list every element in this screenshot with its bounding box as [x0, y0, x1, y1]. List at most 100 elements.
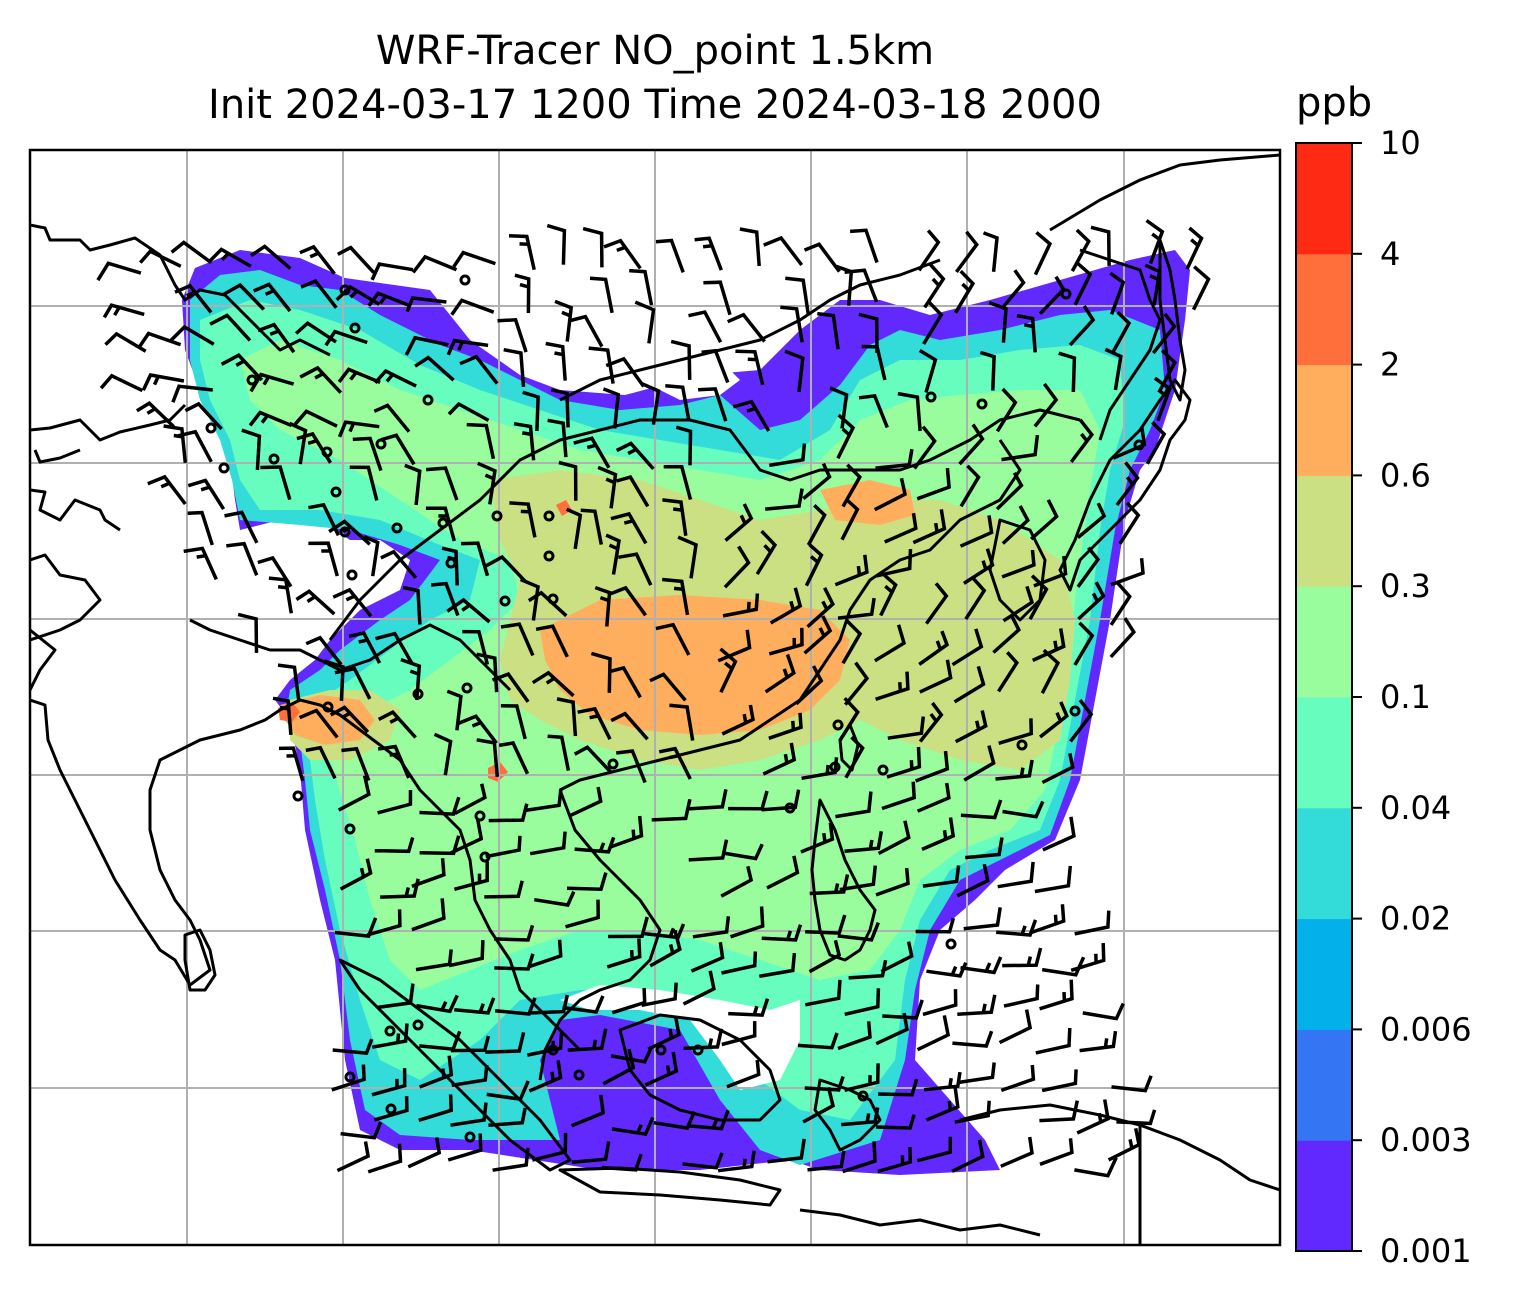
wind-barb: [323, 659, 345, 701]
wind-barb: [1191, 265, 1211, 311]
wind-barb: [498, 741, 530, 775]
wind-barb: [897, 391, 922, 432]
calm-wind-circle: [945, 938, 957, 950]
wind-barb: [135, 401, 176, 429]
wind-barb: [841, 1107, 880, 1127]
wind-barb: [687, 1109, 730, 1131]
calm-wind-circle: [339, 526, 351, 538]
wind-barb: [252, 282, 292, 313]
wind-barb: [721, 843, 764, 861]
wind-barb: [997, 651, 1019, 693]
wind-barb: [963, 745, 996, 782]
wind-barb: [769, 587, 803, 625]
wind-barb: [414, 355, 455, 382]
wind-barb: [806, 587, 835, 629]
wind-barb: [922, 299, 944, 345]
wind-barb: [917, 229, 941, 272]
wind-barb: [547, 734, 571, 771]
colorbar-tick-label: 0.3: [1380, 567, 1431, 605]
calm-wind-circle: [857, 1090, 869, 1102]
wind-barb: [288, 421, 308, 465]
coastline-bangladesh-myanmar: [299, 698, 582, 1052]
coastline-borneo: [618, 1013, 782, 1122]
wind-barb: [964, 577, 987, 621]
calm-wind-circle: [437, 517, 449, 529]
wind-barb: [272, 696, 293, 736]
wind-barb: [177, 429, 213, 463]
wind-barb: [449, 818, 484, 855]
wind-barb: [887, 716, 926, 740]
wind-barb: [608, 916, 649, 939]
colorbar-tick-label: 0.6: [1380, 456, 1431, 494]
wind-barb: [531, 670, 575, 698]
wind-barb: [337, 775, 371, 812]
wind-barb: [924, 582, 949, 625]
wind-barb: [919, 659, 953, 694]
coastlines-and-borders: [30, 153, 1280, 1245]
calm-wind-circle: [474, 810, 486, 822]
wind-barb: [486, 1080, 530, 1102]
wind-barb: [802, 462, 832, 500]
wind-barb: [411, 898, 446, 932]
wind-barb: [569, 786, 603, 818]
wind-barb: [260, 465, 292, 501]
wind-barb: [873, 624, 907, 663]
wind-barb: [649, 672, 687, 702]
plot-title-line1: WRF-Tracer NO_point 1.5km: [375, 28, 935, 74]
wind-barb: [1029, 499, 1059, 541]
wind-barb: [878, 1078, 919, 1097]
wind-barb: [452, 250, 496, 268]
colorbar-tick-label: 0.003: [1380, 1121, 1472, 1159]
wind-barb: [500, 704, 527, 740]
wind-barb: [419, 796, 461, 816]
wind-barb: [1033, 231, 1053, 276]
wind-barb: [804, 543, 824, 587]
wind-barb: [844, 1063, 880, 1093]
wind-barb: [618, 552, 653, 586]
wind-barb: [608, 815, 644, 850]
wind-barb: [834, 554, 869, 587]
wind-barb: [169, 324, 215, 346]
wind-barb: [590, 651, 612, 693]
wind-barb: [141, 373, 185, 391]
wind-barb: [571, 1141, 611, 1165]
border-central-asia: [30, 403, 187, 642]
wind-barb: [305, 745, 337, 780]
wind-barb: [1090, 225, 1111, 266]
wind-barb: [454, 997, 496, 1015]
wind-barb: [608, 665, 642, 699]
wind-barb: [224, 510, 259, 544]
wind-barb: [875, 671, 910, 701]
wind-barb: [879, 573, 898, 617]
wind-barb: [688, 839, 729, 862]
wind-barb: [546, 223, 567, 265]
wind-barb: [842, 1141, 877, 1174]
calm-wind-circle: [344, 823, 356, 835]
wind-barb: [988, 301, 1008, 343]
wind-barb: [574, 836, 616, 854]
colorbar: 0.001 0.003 0.006 0.02 0.04 0.1 0.3 0.6 2 4 10: [1295, 124, 1472, 1270]
wind-barb: [1185, 226, 1204, 270]
wind-barb: [237, 612, 259, 653]
wind-barb: [450, 1102, 488, 1127]
colorbar-tick-label: 4: [1380, 235, 1400, 273]
calm-wind-circle: [268, 453, 280, 465]
wind-barb: [876, 549, 913, 578]
wind-barb: [958, 423, 985, 466]
wind-barb: [170, 240, 213, 265]
wind-barb: [371, 1068, 407, 1097]
wind-barb: [375, 631, 414, 664]
calm-wind-circle: [607, 758, 619, 770]
wind-barb: [1118, 501, 1141, 545]
wind-barb: [843, 661, 870, 706]
wind-barb: [721, 1021, 757, 1047]
calm-wind-circle: [1016, 739, 1028, 751]
wind-barb: [446, 338, 489, 356]
coastline-korea: [988, 518, 1047, 622]
wind-barb: [562, 995, 605, 1014]
calm-wind-circle: [412, 1019, 424, 1031]
border-north-west: [30, 223, 331, 357]
wind-barb: [809, 874, 850, 896]
wind-barb: [340, 1121, 383, 1140]
wind-barb: [589, 276, 614, 314]
